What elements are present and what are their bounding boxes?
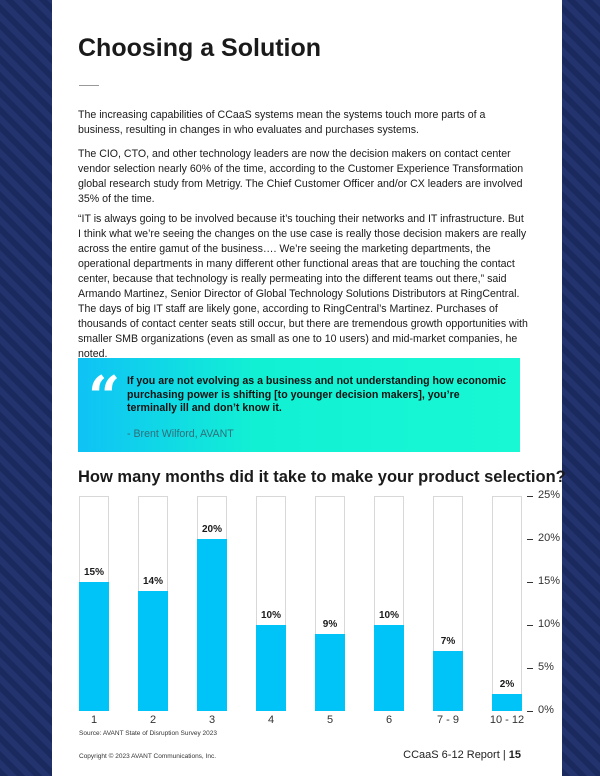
x-tick-label: 1 — [90, 714, 98, 726]
y-tick — [527, 625, 533, 626]
x-tick-label: 7 - 9 — [436, 714, 459, 726]
data-label: 7% — [440, 635, 456, 647]
page-title: Choosing a Solution — [78, 34, 322, 62]
data-label: 2% — [499, 678, 515, 690]
quote-text: If you are not evolving as a business an… — [127, 375, 507, 414]
bar — [433, 650, 463, 711]
x-tick-label: 10 - 12 — [489, 714, 525, 726]
paragraph: The increasing capabilities of CCaaS sys… — [78, 109, 486, 136]
y-tick-label: 25% — [538, 489, 561, 501]
bar — [138, 590, 168, 711]
page-number: 15 — [508, 749, 521, 761]
x-tick-label: 4 — [267, 714, 275, 726]
y-tick-label: 20% — [538, 532, 561, 544]
paragraph: “IT is always going to be involved becau… — [78, 213, 527, 300]
y-tick — [527, 668, 533, 669]
paragraph: The CIO, CTO, and other technology leade… — [78, 148, 524, 205]
x-tick-label: 2 — [149, 714, 157, 726]
y-tick — [527, 496, 533, 497]
page-footer: CCaaS 6-12 Report | 15 — [403, 749, 521, 761]
data-label: 10% — [260, 610, 281, 621]
x-tick-label: 5 — [326, 714, 334, 726]
paragraph: The days of big IT staff are likely gone… — [78, 303, 528, 360]
y-tick-label: 15% — [538, 575, 561, 587]
copyright: Copyright © 2023 AVANT Communications, I… — [79, 753, 217, 760]
y-tick-label: 0% — [538, 704, 554, 716]
report-name: CCaaS 6-12 Report — [403, 749, 500, 761]
x-tick-label: 6 — [385, 714, 393, 726]
quote-attribution: - Brent Wilford, AVANT — [127, 428, 234, 440]
pull-quote: “ If you are not evolving as a business … — [78, 358, 520, 452]
title-divider — [79, 85, 99, 86]
bar — [256, 625, 286, 711]
chart-source: Source: AVANT State of Disruption Survey… — [79, 730, 218, 737]
y-tick — [527, 711, 533, 712]
bar — [315, 633, 345, 711]
x-tick-label: 3 — [208, 714, 216, 726]
chart-title: How many months did it take to make your… — [78, 468, 566, 486]
footer-separator: | — [502, 749, 506, 761]
data-label: 9% — [322, 618, 338, 630]
data-label: 15% — [83, 567, 104, 578]
data-label: 14% — [142, 575, 163, 587]
bar-track — [492, 496, 522, 711]
y-tick-label: 5% — [538, 661, 554, 673]
page-edge-left — [0, 0, 52, 776]
y-tick — [527, 539, 533, 540]
quote-mark-icon: “ — [88, 364, 121, 430]
y-tick — [527, 582, 533, 583]
y-tick-label: 10% — [538, 618, 561, 630]
bar — [197, 539, 227, 711]
bar — [79, 582, 109, 711]
page-edge-right — [562, 0, 600, 776]
data-label: 10% — [378, 610, 399, 621]
bar — [492, 693, 522, 711]
data-label: 20% — [201, 524, 222, 535]
bar — [374, 625, 404, 711]
